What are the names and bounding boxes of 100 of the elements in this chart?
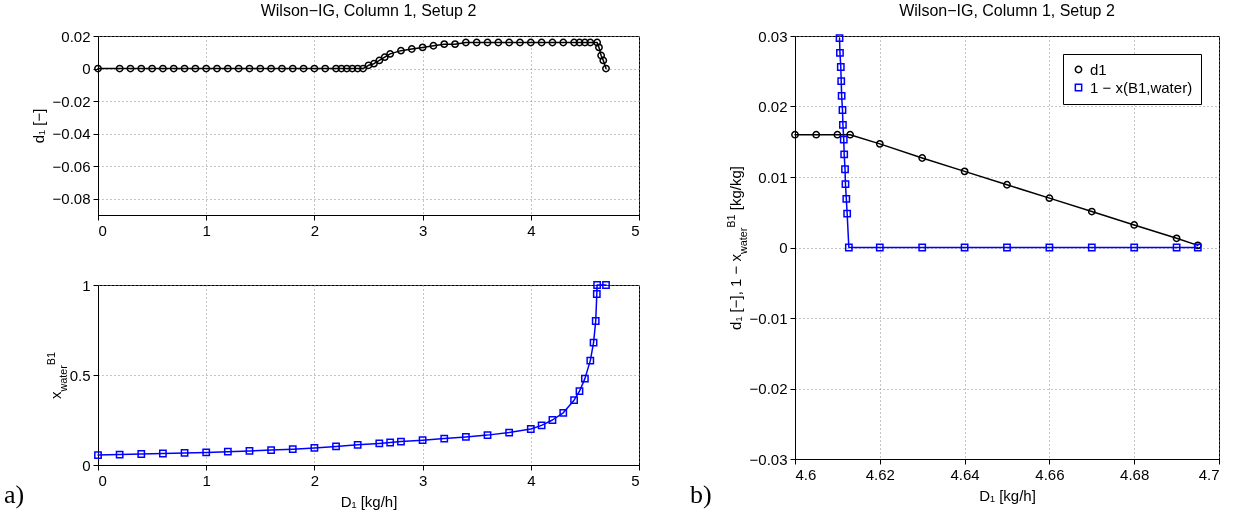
point (288, 445, 297, 454)
point (245, 64, 254, 73)
point (375, 56, 384, 65)
point (591, 317, 600, 325)
point (159, 64, 167, 73)
x-tick-label: 4.64 (950, 465, 980, 483)
point (180, 449, 189, 457)
x-tick-label: 3 (418, 221, 428, 239)
point (505, 428, 514, 437)
point (332, 64, 340, 73)
point (440, 40, 449, 49)
point (370, 59, 378, 68)
point (418, 43, 427, 52)
text: b) (690, 480, 712, 510)
point (599, 56, 608, 65)
y-tick-label: 1 (82, 276, 91, 294)
point (159, 449, 167, 458)
point (213, 64, 221, 73)
point (593, 281, 602, 289)
point (580, 374, 589, 383)
x-tick-label: 4 (527, 471, 536, 489)
point (202, 64, 211, 73)
point (589, 338, 598, 347)
point (299, 64, 308, 73)
y-tick-label: 0 (82, 60, 91, 78)
y-tick-label: 0.5 (69, 366, 91, 384)
point (575, 387, 584, 396)
point (575, 38, 584, 47)
point (505, 38, 514, 47)
legend-label: 1 − x(B1,water) (1090, 78, 1193, 96)
x-tick-label: 4.7 (1198, 465, 1220, 483)
x-tick-label: 4 (527, 221, 536, 239)
legend-label: d1 (1090, 60, 1107, 78)
point (537, 38, 546, 47)
point (397, 46, 405, 55)
point (278, 64, 286, 73)
point (559, 38, 568, 47)
point (223, 447, 232, 456)
point (137, 64, 146, 73)
point (472, 38, 481, 47)
point (94, 451, 102, 460)
x-tick-label: 4.6 (795, 465, 817, 483)
x-tick-label: 3 (418, 471, 428, 489)
x-tick-label: 2 (310, 221, 320, 239)
point (267, 446, 276, 454)
point (364, 61, 373, 70)
y-tick-label: −0.02 (52, 92, 91, 110)
chart-title: Wilson−IG, Column 1, Setup 2 (899, 2, 1115, 19)
point (461, 433, 470, 441)
point (526, 38, 535, 47)
y-tick-label: −0.01 (749, 309, 788, 327)
point (386, 438, 395, 447)
point (267, 64, 276, 73)
point (342, 64, 351, 73)
y-tick-label: 0.02 (758, 98, 788, 115)
point (580, 38, 589, 47)
point (115, 450, 124, 459)
x-tick-label: 0 (98, 471, 107, 489)
point (359, 64, 367, 73)
point (375, 439, 384, 448)
point (353, 64, 362, 73)
point (169, 64, 178, 73)
point (418, 436, 427, 445)
x-tick-label: 4.66 (1035, 465, 1065, 483)
x-tick-label: 2 (310, 471, 320, 489)
y-tick-label: −0.06 (52, 157, 91, 175)
y-tick-label: −0.04 (52, 125, 91, 143)
point (548, 416, 557, 424)
point (397, 437, 405, 446)
point (559, 408, 568, 417)
point (348, 64, 357, 73)
point (332, 442, 340, 451)
point (548, 38, 557, 47)
point (440, 434, 449, 443)
point (483, 38, 492, 47)
point (353, 440, 362, 449)
point (321, 64, 330, 73)
point (126, 64, 135, 73)
point (516, 38, 524, 47)
point (202, 448, 211, 457)
text: a) (4, 480, 25, 510)
point (537, 421, 546, 430)
point (223, 64, 232, 73)
x-tick-label: 5 (631, 471, 640, 489)
point (288, 64, 297, 73)
x-axis-title: D₁ [kg/h] (340, 492, 398, 510)
x-tick-label: 1 (202, 471, 211, 489)
x-tick-label: 5 (631, 221, 640, 239)
y-tick-label: 0.02 (61, 27, 91, 45)
point (115, 64, 124, 73)
point (137, 450, 146, 458)
point (386, 49, 395, 58)
y-tick-label: 0 (779, 239, 788, 256)
point (483, 431, 492, 440)
y-tick-label: −0.02 (749, 380, 788, 397)
point (494, 38, 503, 47)
point (586, 38, 595, 47)
point (148, 64, 157, 73)
point (429, 41, 438, 50)
x-tick-label: 4.62 (865, 465, 895, 483)
